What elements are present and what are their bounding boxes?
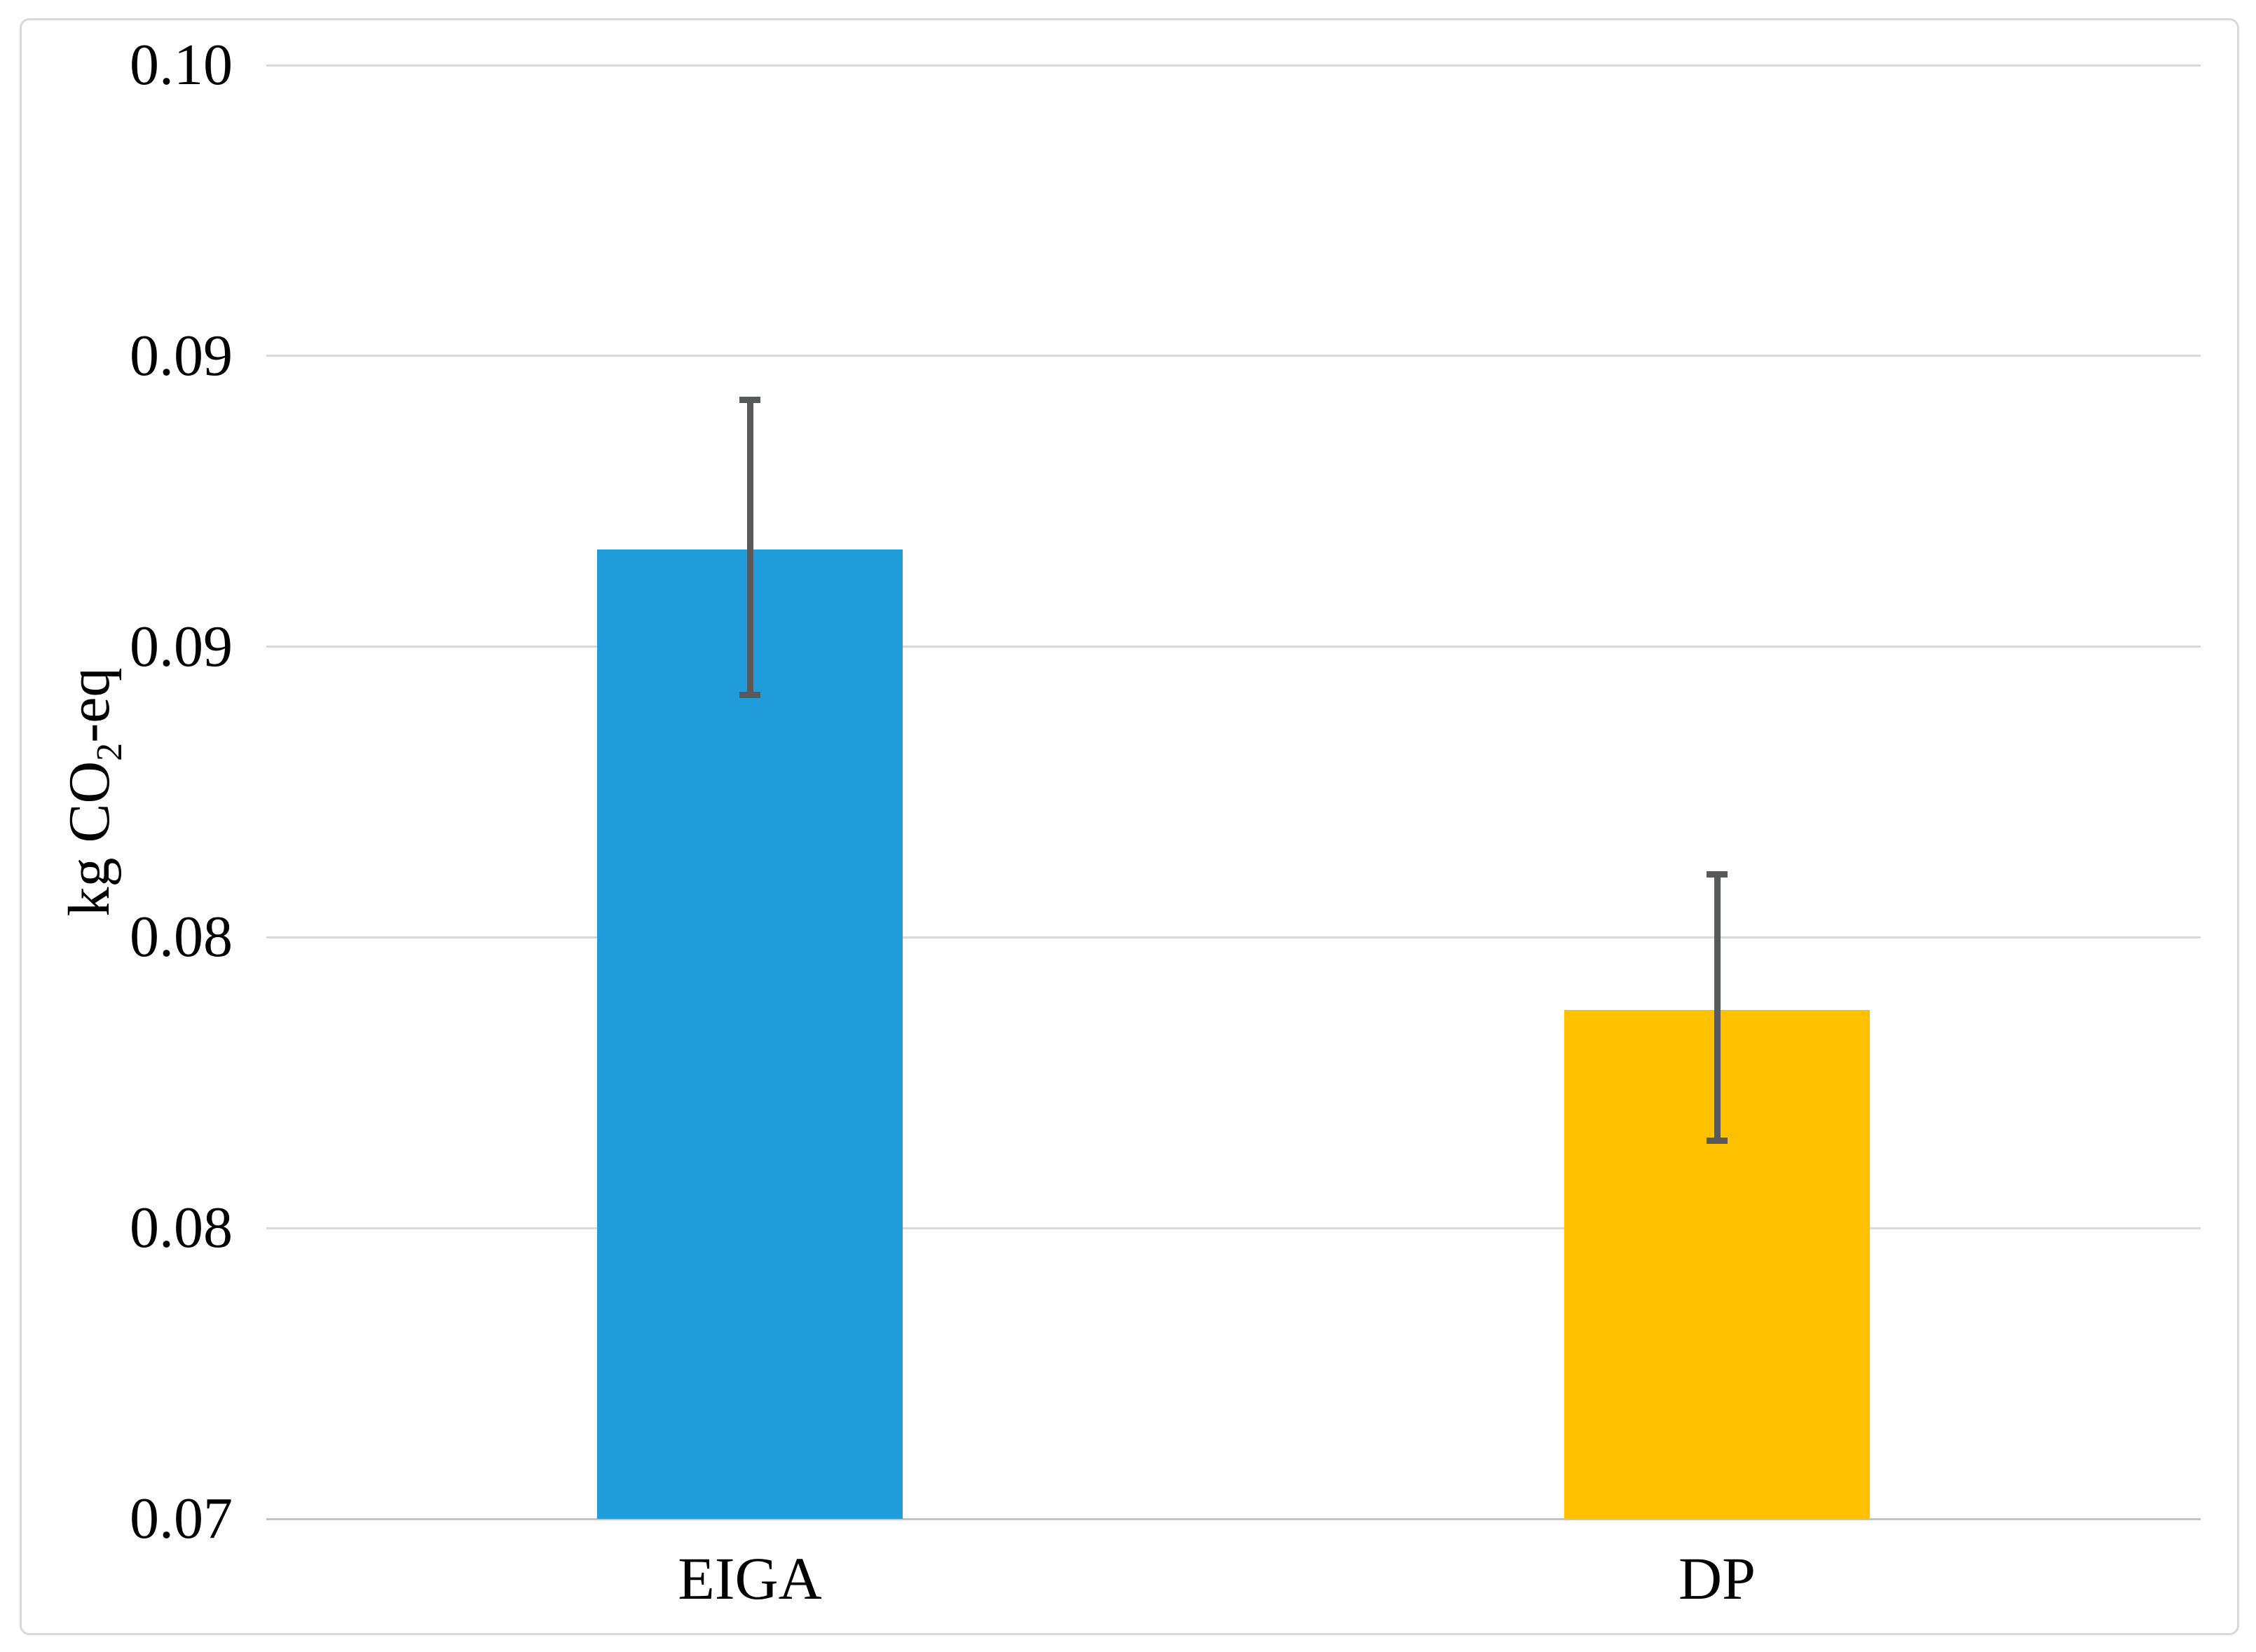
y-tick-label: 0.09 bbox=[130, 322, 233, 388]
plot-area bbox=[266, 64, 2201, 1520]
x-axis-line bbox=[266, 1517, 2201, 1520]
gridline bbox=[266, 936, 2201, 938]
error-bar-cap-top bbox=[1707, 871, 1728, 878]
error-bar-cap-bottom bbox=[739, 692, 760, 699]
gridline bbox=[266, 64, 2201, 67]
y-axis-title: kg CO2-eq bbox=[48, 65, 132, 1519]
gridline bbox=[266, 1227, 2201, 1229]
gridline bbox=[266, 646, 2201, 648]
y-tick-label: 0.08 bbox=[130, 1195, 233, 1261]
error-bar-cap-top bbox=[739, 396, 760, 403]
error-bar-cap-bottom bbox=[1707, 1138, 1728, 1145]
error-bar-line bbox=[1714, 874, 1721, 1141]
y-axis-title-subscript: 2 bbox=[89, 742, 130, 761]
x-category-label-eiga: EIGA bbox=[678, 1545, 822, 1612]
y-tick-label: 0.10 bbox=[130, 32, 233, 97]
y-tick-label: 0.08 bbox=[130, 904, 233, 970]
x-category-label-dp: DP bbox=[1679, 1545, 1756, 1612]
y-tick-label: 0.09 bbox=[130, 613, 233, 679]
error-bar-line bbox=[746, 400, 753, 695]
y-tick-label: 0.07 bbox=[130, 1486, 233, 1551]
gridline bbox=[266, 355, 2201, 357]
y-axis-title-pre: kg CO bbox=[57, 760, 122, 917]
bar-eiga bbox=[597, 549, 903, 1519]
